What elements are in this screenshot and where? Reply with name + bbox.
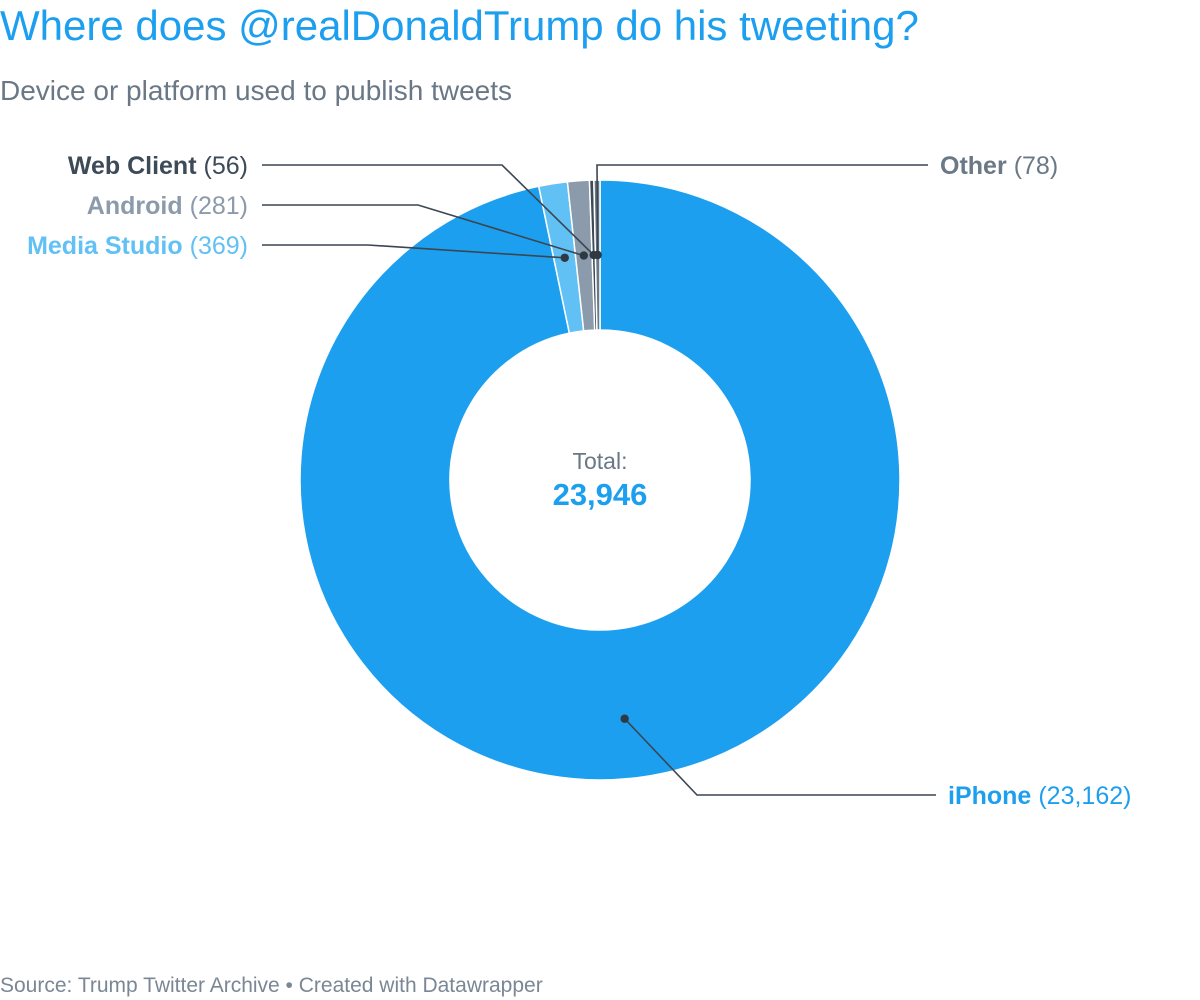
slice-label-value: (56) [204, 152, 248, 180]
leader-line-group [262, 164, 936, 796]
leader-dot-other [593, 250, 602, 260]
leader-line-media-studio [262, 244, 565, 259]
leader-line-other [596, 164, 928, 256]
slice-label-iphone: iPhone (23,162) [948, 782, 1131, 810]
slice-label-web-client: Web Client (56) [68, 152, 248, 180]
slice-label-media-studio: Media Studio (369) [27, 232, 248, 260]
center-total-label: Total: [573, 448, 628, 474]
chart-subtitle: Device or platform used to publish tweet… [0, 75, 513, 106]
slice-label-value: (78) [1014, 152, 1058, 180]
slice-label-value: (281) [190, 192, 248, 220]
leader-dot-android [579, 251, 589, 260]
leader-line-android [262, 204, 585, 257]
center-total-value: 23,946 [553, 477, 648, 512]
leader-dot-iphone [620, 714, 629, 723]
slice-iphone [299, 179, 901, 781]
slice-label-other: Other (78) [940, 152, 1058, 180]
slice-label-name: Other [940, 152, 1007, 180]
slice-label-name: iPhone [948, 782, 1031, 810]
chart-footer: Source: Trump Twitter Archive • Created … [0, 974, 543, 997]
chart-title: Where does @realDonaldTrump do his tweet… [0, 2, 919, 49]
slice-label-value: (23,162) [1038, 782, 1131, 810]
slice-label-name: Android [87, 192, 183, 220]
leader-line-iphone [624, 718, 936, 796]
leader-dot-media-studio [560, 253, 569, 262]
slice-label-group: iPhone (23,162)Media Studio (369)Android (2… [27, 152, 1131, 810]
slice-label-value: (369) [190, 232, 248, 260]
slice-label-name: Media Studio [27, 232, 183, 260]
leader-line-web-client [262, 164, 595, 256]
slice-label-android: Android (281) [87, 192, 248, 220]
slice-label-name: Web Client [68, 152, 197, 180]
